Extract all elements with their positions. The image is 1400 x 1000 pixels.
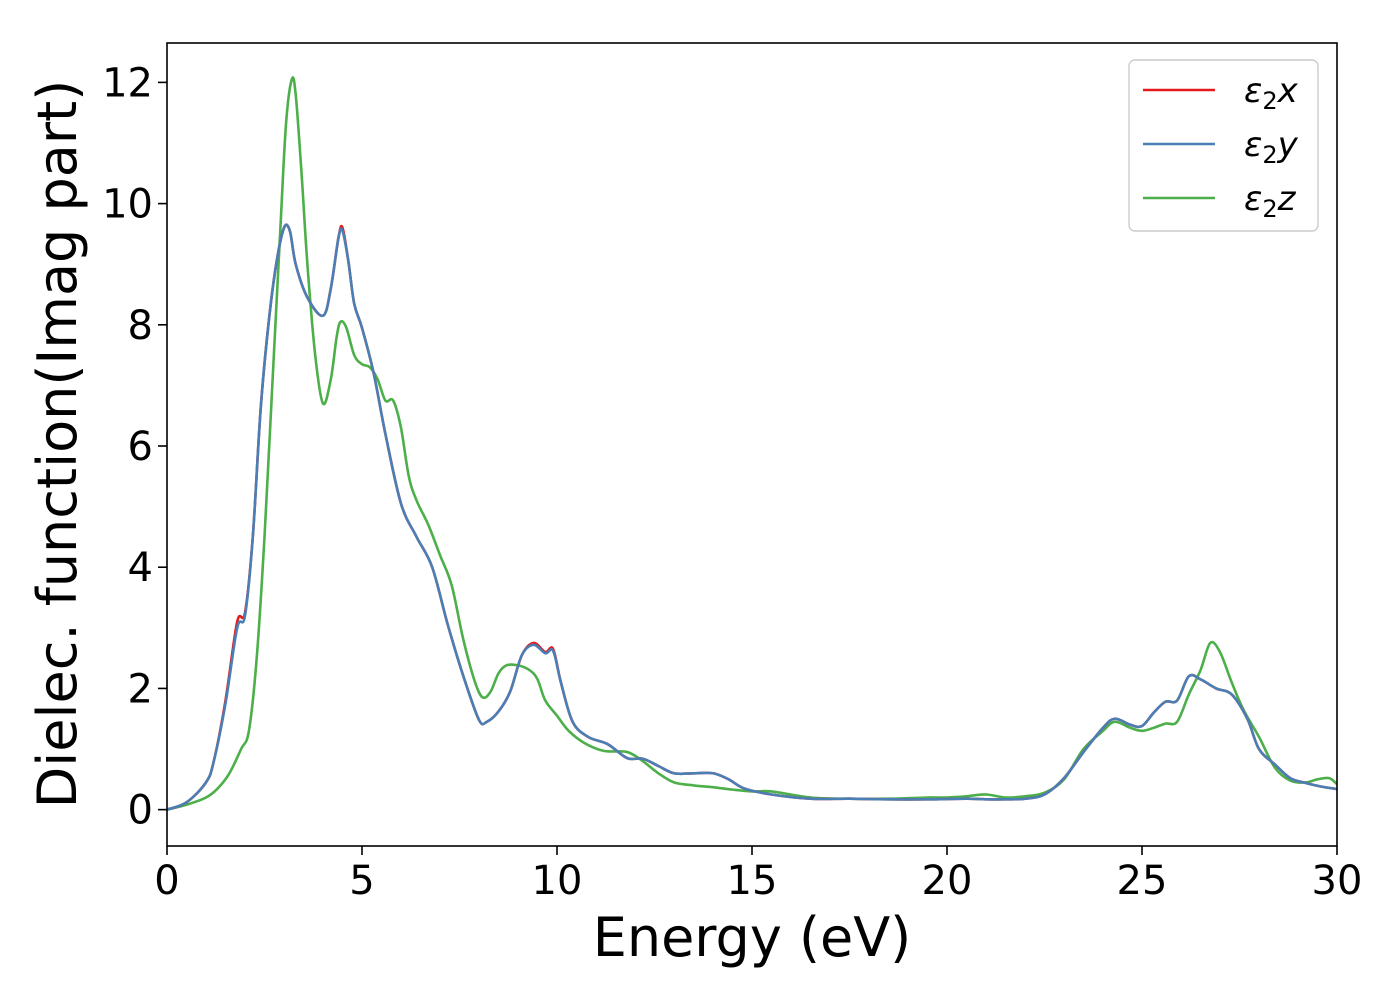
y-tick-label: 12 bbox=[102, 60, 153, 106]
legend-label-z: ε2z bbox=[1244, 179, 1297, 223]
y-tick-label: 6 bbox=[128, 424, 153, 470]
series-layer bbox=[167, 76, 1337, 811]
legend: ε2x ε2y ε2z bbox=[1128, 59, 1319, 232]
y-axis-ticks: 0 2 4 6 8 10 12 bbox=[102, 60, 167, 834]
legend-label-y: ε2y bbox=[1244, 125, 1299, 169]
y-tick-label: 8 bbox=[128, 303, 153, 349]
y-axis-title: Dielec. function(Imag part) bbox=[26, 80, 89, 809]
x-tick-label: 10 bbox=[532, 858, 583, 904]
series-line-y bbox=[167, 223, 1337, 811]
x-tick-label: 20 bbox=[922, 858, 973, 904]
y-tick-label: 2 bbox=[128, 666, 153, 712]
x-axis-title: Energy (eV) bbox=[593, 906, 912, 969]
legend-box bbox=[1128, 59, 1319, 232]
x-tick-label: 0 bbox=[154, 858, 179, 904]
x-axis-ticks: 0 5 10 15 20 25 30 bbox=[154, 846, 1362, 904]
x-tick-label: 25 bbox=[1117, 858, 1168, 904]
x-tick-label: 5 bbox=[349, 858, 374, 904]
series-line-z bbox=[167, 76, 1337, 811]
y-tick-label: 0 bbox=[128, 788, 153, 834]
x-tick-label: 15 bbox=[727, 858, 778, 904]
y-tick-label: 4 bbox=[128, 545, 153, 591]
y-tick-label: 10 bbox=[102, 182, 153, 228]
legend-label-x: ε2x bbox=[1244, 71, 1299, 115]
x-tick-label: 30 bbox=[1312, 858, 1363, 904]
